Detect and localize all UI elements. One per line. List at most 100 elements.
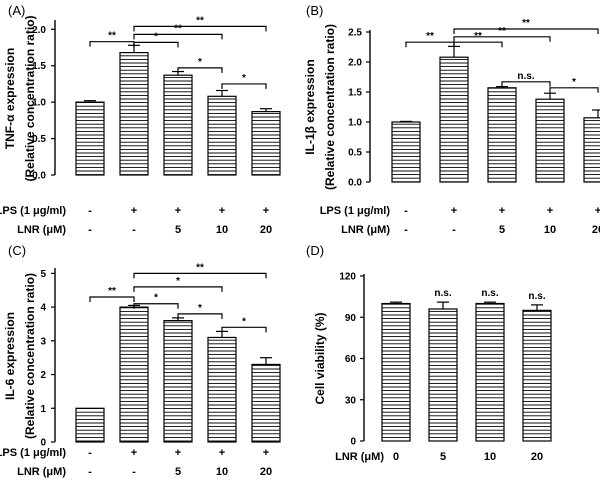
significance-label: ** (108, 286, 116, 297)
y-axis-title: (Relative concentration ratio) (23, 273, 37, 439)
treatment-value: 10 (484, 451, 496, 463)
chart-panel-3: (C) IL-6 expression (Relative concentratio… (0, 243, 281, 478)
significance-label: * (242, 316, 246, 327)
treatment-value: - (88, 205, 92, 217)
significance-bracket (89, 41, 135, 47)
y-axis-title: IL-1β expression (303, 59, 317, 154)
bar (75, 407, 105, 443)
treatment-value: + (547, 205, 553, 217)
significance-bracket (133, 303, 179, 309)
y-tick-label: 2 (40, 370, 46, 381)
significance-bracket (177, 313, 223, 319)
treatment-value: + (131, 205, 137, 217)
y-tick-label: 120 (339, 272, 356, 283)
treatment-value: + (175, 447, 181, 459)
bar (391, 121, 421, 183)
treatment-value: 10 (216, 224, 228, 236)
significance-label: n.s. (481, 288, 498, 299)
panel-label: (B) (306, 3, 323, 18)
panels: (A) TNF-α expression (Relative concentrati… (0, 3, 600, 478)
treatment-value: + (219, 447, 225, 459)
y-tick-label: 1.5 (32, 61, 46, 72)
treatment-value: 5 (440, 451, 446, 463)
significance-label: * (176, 276, 180, 287)
y-axis-title: (Relative concentration ratio) (323, 24, 337, 190)
significance-bracket (453, 41, 503, 48)
y-tick-label: 90 (345, 313, 357, 324)
significance-label: n.s. (434, 288, 451, 299)
bar (163, 319, 193, 443)
y-axis-title: IL-6 expression (3, 312, 17, 400)
y-axis-title: Cell viability (%) (313, 312, 327, 404)
significance-bracket (177, 67, 223, 73)
chart-panel-2: (B) IL-1β expression (Relative concentrati… (303, 3, 600, 236)
significance-label: * (198, 57, 202, 68)
significance-bracket (501, 81, 551, 87)
y-axis-title: (Relative concentration ratio) (23, 15, 37, 181)
treatment-value: 20 (260, 224, 272, 236)
y-tick-label: 1.0 (348, 118, 362, 129)
y-axis-title: TNF-α expression (3, 48, 17, 149)
significance-label: ** (522, 18, 530, 29)
y-tick-label: 1 (40, 404, 46, 415)
bar (381, 302, 411, 442)
significance-bracket (133, 25, 267, 32)
bar (119, 51, 149, 176)
treatment-row-label: LNR (μM) (17, 224, 66, 236)
significance-label: ** (174, 23, 182, 34)
treatment-value: - (404, 205, 408, 217)
treatment-value: + (595, 205, 600, 217)
significance-label: ** (196, 262, 204, 273)
significance-bracket (89, 296, 135, 302)
treatment-row-label: LPS (1 μg/ml) (0, 205, 66, 217)
bar (535, 98, 565, 183)
panel-label: (A) (8, 3, 25, 18)
y-tick-label: 2.5 (348, 28, 362, 39)
significance-bracket (133, 272, 267, 279)
treatment-value: + (263, 447, 269, 459)
chart-panel-1: (A) TNF-α expression (Relative concentrati… (0, 3, 281, 236)
panel-label: (C) (8, 243, 26, 258)
treatment-value: + (451, 205, 457, 217)
panel-label: (D) (306, 243, 324, 258)
bar (163, 74, 193, 176)
treatment-value: 5 (175, 466, 181, 478)
treatment-value: 5 (499, 224, 505, 236)
significance-label: ** (426, 31, 434, 42)
significance-bracket (133, 286, 223, 292)
significance-label: * (154, 31, 158, 42)
treatment-row-label: LNR (μM) (17, 466, 66, 478)
treatment-row-label: LNR (μM) (335, 451, 384, 463)
significance-label: n.s. (528, 291, 545, 302)
significance-label: * (154, 293, 158, 304)
y-tick-label: 0 (350, 437, 356, 448)
y-tick-label: 2.0 (32, 25, 46, 36)
treatment-value: 20 (260, 466, 272, 478)
treatment-value: + (499, 205, 505, 217)
significance-label: * (198, 303, 202, 314)
treatment-value: - (404, 224, 408, 236)
significance-bracket (133, 33, 223, 40)
significance-label: * (242, 73, 246, 84)
bar (439, 56, 469, 183)
significance-label: * (572, 77, 576, 88)
bar (75, 101, 105, 176)
bar (522, 309, 552, 442)
treatment-value: + (175, 205, 181, 217)
y-tick-label: 1.5 (348, 88, 362, 99)
significance-bracket (133, 41, 179, 48)
significance-bracket (453, 36, 551, 42)
significance-label: ** (498, 26, 506, 37)
significance-label: n.s. (517, 71, 534, 82)
treatment-value: - (452, 224, 456, 236)
significance-bracket (453, 28, 599, 34)
significance-bracket (549, 87, 599, 93)
bar (119, 306, 149, 443)
significance-label: ** (196, 15, 204, 26)
treatment-row-label: LPS (1 μg/ml) (320, 205, 391, 217)
treatment-row-label: LPS (1 μg/ml) (0, 447, 66, 459)
y-tick-label: 30 (345, 395, 357, 406)
treatment-value: - (132, 466, 136, 478)
y-tick-label: 5 (40, 269, 46, 280)
